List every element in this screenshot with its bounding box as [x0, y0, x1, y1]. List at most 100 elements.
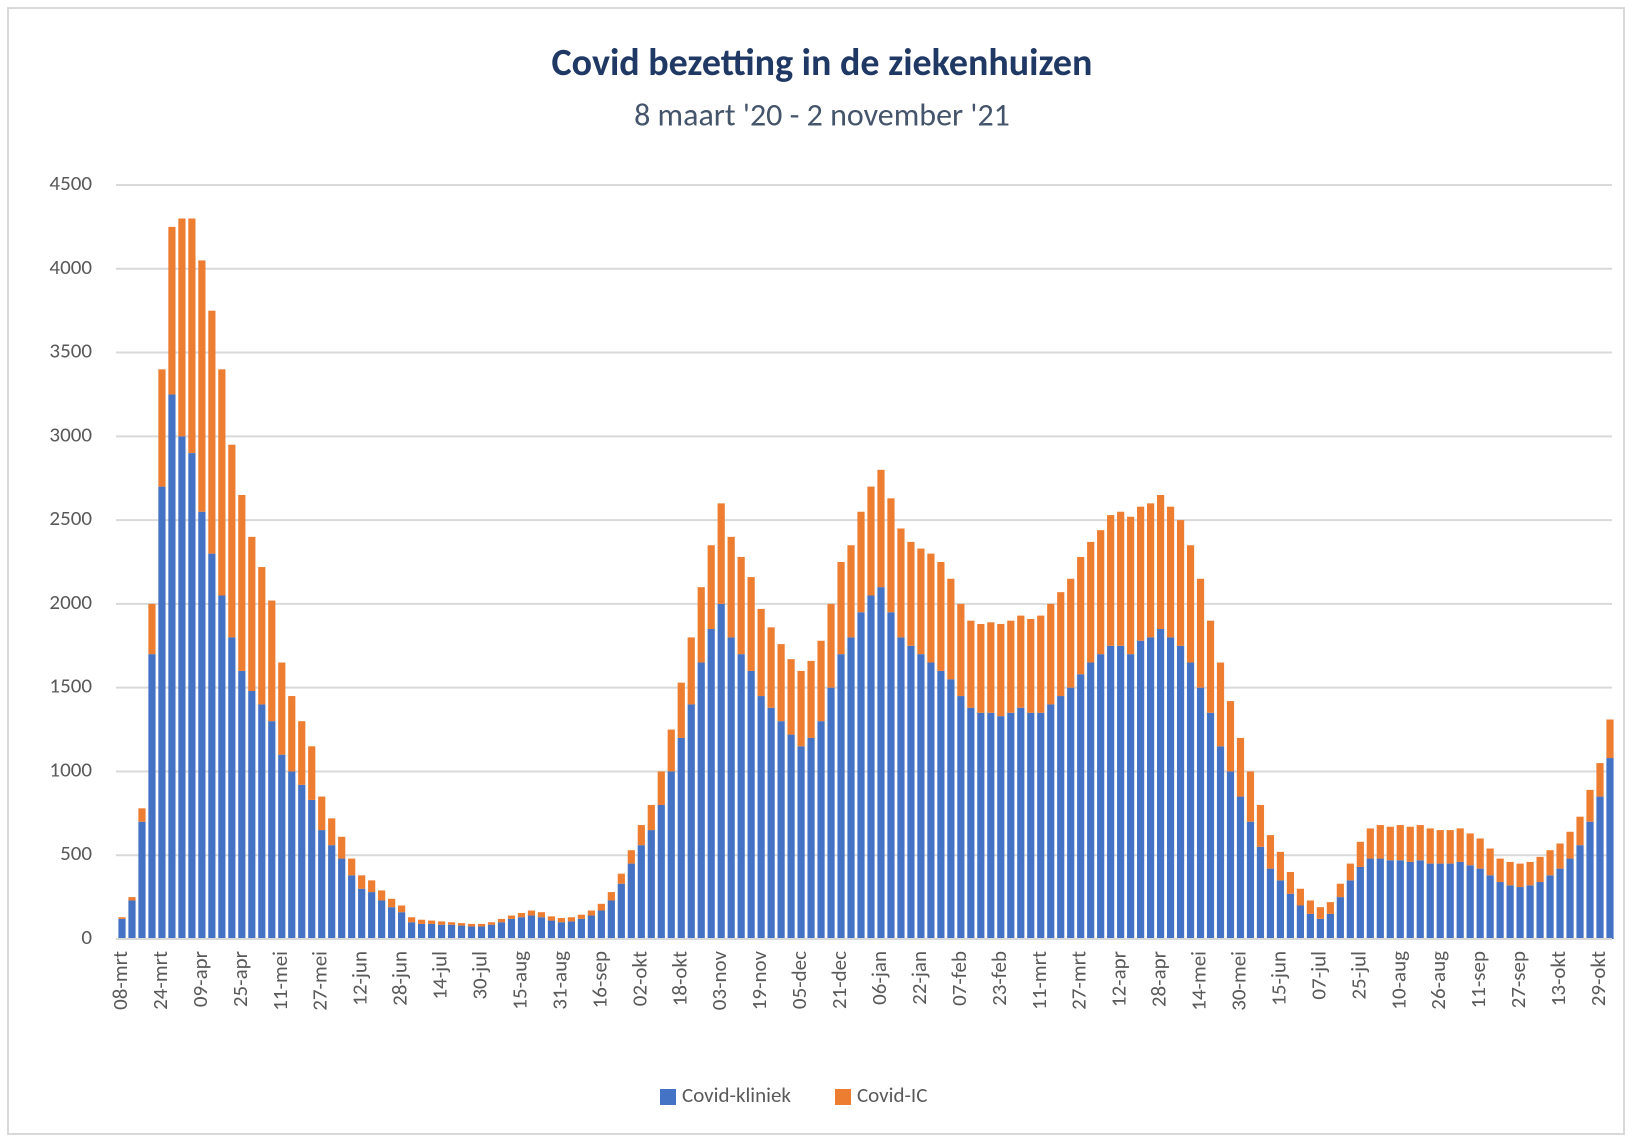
bar-segment	[637, 825, 645, 846]
bar-segment	[687, 704, 695, 939]
bar-segment	[1266, 835, 1275, 869]
bar-segment	[228, 637, 236, 939]
bar-segment	[667, 729, 675, 772]
bar-segment	[487, 924, 496, 939]
bar-segment	[507, 915, 516, 919]
bar-segment	[368, 892, 376, 939]
bar-segment	[847, 545, 855, 638]
bar-segment	[168, 226, 176, 395]
bar-segment	[517, 917, 526, 939]
x-tick-label: 25-apr	[227, 951, 253, 1007]
bar-segment	[697, 587, 705, 663]
bar-segment	[617, 873, 625, 884]
bar-segment	[1047, 704, 1055, 939]
bar-segment	[727, 637, 735, 939]
bar-segment	[1137, 640, 1145, 939]
bar-segment	[338, 858, 346, 939]
y-tick-label: 2500	[49, 505, 92, 531]
bar-segment	[1326, 902, 1334, 914]
bar-segment	[557, 922, 566, 939]
bar-segment	[318, 830, 326, 939]
bar-segment	[328, 818, 336, 846]
bar-segment	[527, 910, 536, 916]
chart-subtitle: 8 maart '20 - 2 november '21	[634, 96, 1010, 135]
x-tick-label: 16-sep	[586, 951, 612, 1008]
bar-segment	[1436, 830, 1444, 864]
bar-segment	[667, 771, 675, 939]
bar-segment	[637, 845, 645, 939]
bar-segment	[947, 679, 955, 939]
legend-label: Covid-kliniek	[682, 1082, 791, 1108]
bar-segment	[747, 670, 755, 939]
bar-segment	[1426, 863, 1434, 939]
x-tick-label: 07-jul	[1305, 951, 1331, 1000]
x-tick-label: 22-jan	[906, 951, 932, 1005]
bar-segment	[1336, 897, 1344, 939]
bar-segment	[507, 918, 516, 939]
bar-segment	[607, 900, 615, 939]
bar-segment	[1147, 503, 1155, 638]
bar-segment	[897, 637, 905, 939]
bar-segment	[1256, 804, 1265, 847]
x-tick-label: 13-okt	[1545, 951, 1571, 1006]
y-tick-label: 3000	[49, 421, 92, 447]
bar-segment	[697, 662, 705, 939]
y-tick-label: 4000	[49, 254, 92, 280]
x-tick-label: 27-sep	[1505, 951, 1531, 1008]
bar-segment	[1516, 863, 1524, 888]
bar-segment	[398, 912, 406, 939]
bar-segment	[777, 644, 785, 722]
bar-segment	[997, 623, 1005, 717]
x-tick-label: 23-feb	[986, 951, 1012, 1006]
bar-segment	[1576, 845, 1584, 939]
bar-segment	[437, 921, 446, 925]
bar-segment	[348, 875, 356, 939]
bar-segment	[1476, 868, 1484, 939]
bar-segment	[1037, 712, 1045, 939]
bar-segment	[1306, 913, 1314, 939]
x-tick-label: 11-mrt	[1026, 951, 1052, 1010]
bar-segment	[358, 875, 366, 889]
bar-segment	[308, 746, 316, 800]
bar-segment	[378, 890, 386, 901]
bar-segment	[1446, 830, 1454, 864]
bar-segment	[787, 734, 795, 939]
bar-segment	[827, 603, 835, 688]
y-tick-label: 3500	[49, 338, 92, 364]
bar-segment	[218, 369, 226, 596]
x-tick-label: 06-jan	[866, 951, 892, 1005]
bar-segment	[168, 394, 176, 939]
x-tick-label: 18-okt	[666, 951, 692, 1006]
bar-segment	[1097, 654, 1105, 939]
bar-segment	[1246, 821, 1255, 939]
bar-segment	[1166, 506, 1175, 638]
x-tick-label: 24-mrt	[147, 951, 173, 1010]
bar-segment	[1506, 861, 1514, 886]
bar-segment	[1097, 530, 1105, 655]
bar-segment	[767, 707, 775, 939]
bar-segment	[258, 567, 266, 705]
bar-segment	[1186, 545, 1195, 663]
bar-segment	[757, 608, 765, 697]
bar-segment	[537, 912, 546, 918]
bar-segment	[368, 880, 376, 893]
bar-segment	[477, 923, 486, 927]
bar-segment	[547, 920, 556, 939]
bar-segment	[318, 796, 326, 831]
bar-segment	[627, 850, 635, 864]
bar-segment	[1246, 771, 1255, 822]
x-tick-label: 15-aug	[506, 951, 532, 1010]
bar-segment	[477, 926, 486, 939]
bar-segment	[1166, 637, 1175, 939]
bar-segment	[1047, 603, 1055, 705]
bar-segment	[248, 536, 256, 692]
bar-segment	[378, 900, 386, 939]
bar-segment	[1236, 737, 1245, 797]
x-tick-label: 12-apr	[1106, 951, 1132, 1007]
bar-segment	[1156, 494, 1165, 630]
bar-segment	[1017, 707, 1025, 939]
bar-segment	[447, 922, 456, 925]
bar-segment	[417, 919, 426, 924]
x-tick-label: 30-mei	[1226, 951, 1252, 1011]
